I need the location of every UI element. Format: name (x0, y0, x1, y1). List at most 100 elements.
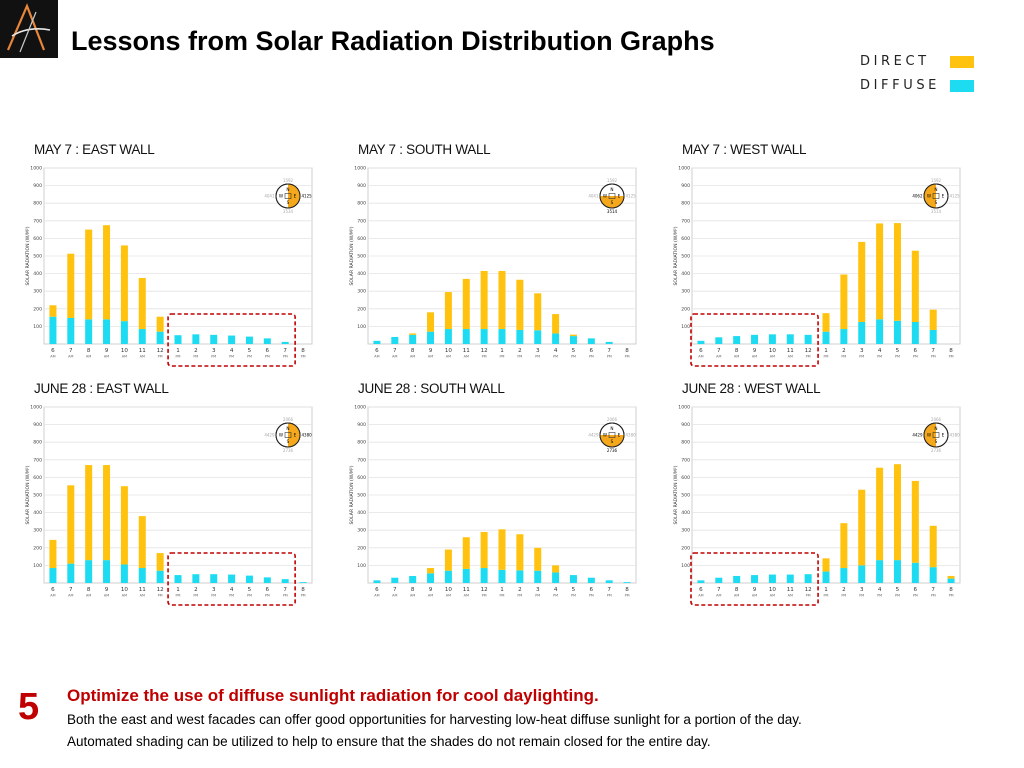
x-tick-label: 8 (87, 587, 91, 593)
compass-s: S (287, 200, 290, 205)
x-tick-label: 2 (518, 348, 522, 354)
x-tick-period: PM (571, 355, 576, 359)
compass-w: W (279, 433, 283, 438)
bar-diffuse (85, 319, 93, 344)
y-tick-label: 700 (681, 218, 690, 224)
bar-direct (67, 485, 75, 564)
x-tick-period: PM (500, 355, 505, 359)
x-tick-label: 7 (607, 587, 611, 593)
compass-building (932, 432, 940, 438)
x-tick-period: AM (410, 355, 415, 359)
y-tick-label: 300 (33, 289, 42, 295)
bar-direct (534, 547, 542, 571)
bar-diffuse (245, 336, 253, 344)
x-tick-label: 1 (824, 348, 828, 354)
compass: N SW E 1592 3514 4062 4125 (912, 178, 960, 214)
y-tick-label: 900 (357, 422, 366, 428)
bar-direct (498, 270, 506, 330)
y-tick-label: 800 (357, 201, 366, 207)
chart-plot: 100 200 300 400 500 600 700 800 900 1000 SOLAR RAD… (349, 405, 637, 598)
chart-title: MAY 7 : WEST WALL (682, 142, 807, 157)
x-tick-label: 6 (699, 348, 703, 354)
x-tick-period: PM (517, 355, 522, 359)
x-tick-label: 7 (931, 587, 935, 593)
x-tick-period: PM (931, 355, 936, 359)
compass-value-west: 4041 (264, 194, 275, 199)
compass-w: W (927, 433, 931, 438)
compass: N SW E 1592 3514 4041 4125 (588, 178, 636, 214)
bar-diffuse (569, 575, 577, 583)
x-tick-period: PM (283, 594, 288, 598)
x-tick-label: 6 (914, 587, 918, 593)
bar-diffuse (929, 329, 937, 344)
x-tick-label: 6 (590, 348, 594, 354)
x-tick-period: PM (949, 355, 954, 359)
highlight-box (690, 313, 819, 367)
x-tick-period: PM (841, 355, 846, 359)
bar-diffuse (263, 338, 271, 344)
x-tick-label: 1 (500, 587, 504, 593)
x-tick-period: AM (122, 594, 127, 598)
compass-n: N (934, 426, 937, 431)
x-tick-label: 12 (157, 587, 164, 593)
compass-value-south: 3514 (607, 209, 618, 214)
x-tick-label: 8 (735, 348, 739, 354)
bar-diffuse (876, 560, 884, 583)
y-tick-label: 500 (681, 254, 690, 260)
bar-diffuse (858, 565, 866, 583)
bar-diffuse (281, 341, 289, 344)
x-tick-label: 5 (572, 587, 576, 593)
x-tick-period: AM (50, 594, 55, 598)
bar-direct (516, 279, 524, 330)
x-tick-period: PM (265, 594, 270, 598)
y-tick-label: 700 (33, 218, 42, 224)
compass-value-east: 4380 (626, 433, 637, 438)
compass-sun-sector (600, 435, 624, 447)
x-tick-label: 8 (301, 348, 305, 354)
bar-diffuse (587, 338, 595, 344)
bar-diffuse (733, 336, 741, 344)
y-tick-label: 200 (33, 545, 42, 551)
x-tick-period: PM (841, 594, 846, 598)
y-tick-label: 1000 (30, 405, 42, 411)
x-tick-period: AM (428, 594, 433, 598)
x-tick-period: AM (86, 594, 91, 598)
x-tick-period: AM (140, 594, 145, 598)
y-tick-label: 200 (357, 545, 366, 551)
bar-diffuse (605, 580, 613, 583)
compass-s: S (935, 200, 938, 205)
bar-diffuse (138, 568, 146, 583)
bar-diffuse (174, 335, 182, 344)
chart-plot: 100 200 300 400 500 600 700 800 900 1000 SOLAR RAD… (25, 405, 313, 606)
lesson-headline: Optimize the use of diffuse sunlight rad… (67, 686, 599, 705)
bar-diffuse (85, 560, 93, 583)
bar-direct (480, 531, 488, 569)
y-tick-label: 700 (357, 218, 366, 224)
bar-direct (444, 292, 452, 330)
x-tick-label: 3 (860, 348, 864, 354)
x-tick-period: PM (895, 355, 900, 359)
legend-swatch-diffuse (950, 80, 974, 92)
y-tick-label: 200 (357, 306, 366, 312)
x-tick-period: PM (482, 355, 487, 359)
bar-direct (156, 316, 164, 332)
x-tick-period: PM (211, 594, 216, 598)
x-tick-label: 10 (769, 587, 777, 593)
bar-diffuse (427, 573, 435, 583)
x-tick-label: 8 (625, 587, 629, 593)
bar-direct (947, 575, 955, 579)
bar-direct (534, 293, 542, 331)
bar-direct (427, 312, 435, 332)
bar-diffuse (768, 574, 776, 583)
x-tick-label: 4 (230, 587, 234, 593)
compass-outline (923, 183, 949, 209)
x-tick-period: AM (392, 355, 397, 359)
y-tick-label: 900 (33, 183, 42, 189)
chart-may7-west-wall: MAY 7 : WEST WALL 100 200 300 400 500 600 700 8… (673, 142, 972, 370)
bar-diffuse (480, 568, 488, 583)
chart-june28-east-wall: JUNE 28 : EAST WALL 100 200 300 400 500 600 70… (25, 381, 324, 609)
y-tick-label: 200 (33, 306, 42, 312)
y-tick-label: 500 (33, 493, 42, 499)
compass-value-west: 4429 (264, 433, 275, 438)
bar-diffuse (498, 329, 506, 344)
